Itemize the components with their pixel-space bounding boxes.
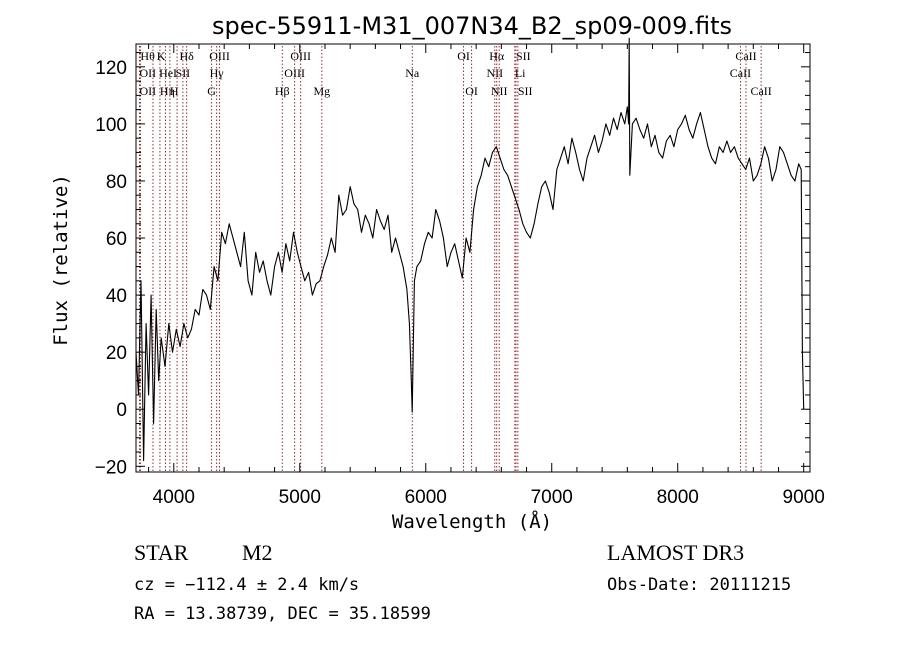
line-label: G [207,84,216,98]
y-tick-label: 100 [95,115,127,136]
plot-frame [135,43,811,473]
x-tick-label: 5000 [279,487,321,508]
observation-date: Obs-Date: 20111215 [607,575,792,595]
spectrum-line [135,37,805,462]
x-tick-label: 7000 [531,487,573,508]
x-tick-label: 6000 [405,487,447,508]
line-label: OIII [209,49,230,63]
axes: 4000 5000 6000 7000 8000 9000 −20 0 20 40 60 80 100 1… [95,43,825,508]
line-label: Hθ [140,49,155,63]
line-label: SII [516,49,531,63]
y-axis-label: Flux (relative) [50,174,72,346]
line-label: H [170,84,179,98]
y-tick-label: 40 [106,286,127,307]
line-label: Na [405,66,420,80]
line-label: OI [457,49,470,63]
y-tick-label: 80 [106,172,127,193]
line-label: OI [465,84,478,98]
line-label: Hδ [179,49,194,63]
line-label: OIII [290,49,311,63]
line-label: NII [486,66,503,80]
x-axis-label: Wavelength (Å) [392,510,552,533]
line-label: CaII [735,49,756,63]
line-label: Hη [160,84,175,98]
redshift-value: cz = −112.4 ± 2.4 km/s [134,575,360,595]
survey-name: LAMOST DR3 [607,540,745,565]
line-label: Hβ [275,84,290,98]
spectrum-series [135,37,805,462]
object-subclass: M2 [242,540,273,565]
line-label: NII [491,84,508,98]
line-label: Hγ [210,66,225,80]
line-label: Li [515,66,526,80]
line-label: CaII [750,84,771,98]
line-label: SII [176,66,191,80]
line-label: Hα [489,49,505,63]
y-tick-label: 0 [116,400,127,421]
line-label: OII [140,66,157,80]
y-tick-label: 120 [95,58,127,79]
coordinates: RA = 13.38739, DEC = 35.18599 [134,604,431,624]
line-label: CaII [730,66,751,80]
line-label: Mg [313,84,330,98]
line-label: OII [140,84,157,98]
y-tick-label: 60 [106,229,127,250]
y-tick-label: 20 [106,343,127,364]
line-label: SII [518,84,533,98]
line-label: K [157,49,166,63]
y-tick-label: −20 [95,457,127,478]
x-tick-label: 9000 [783,487,825,508]
line-label: OIII [284,66,305,80]
chart-title: spec-55911-M31_007N34_B2_sp09-009.fits [212,12,732,40]
line-label: HeI [159,66,177,80]
x-tick-label: 8000 [657,487,699,508]
object-class: STAR [134,540,189,565]
x-tick-label: 4000 [153,487,195,508]
